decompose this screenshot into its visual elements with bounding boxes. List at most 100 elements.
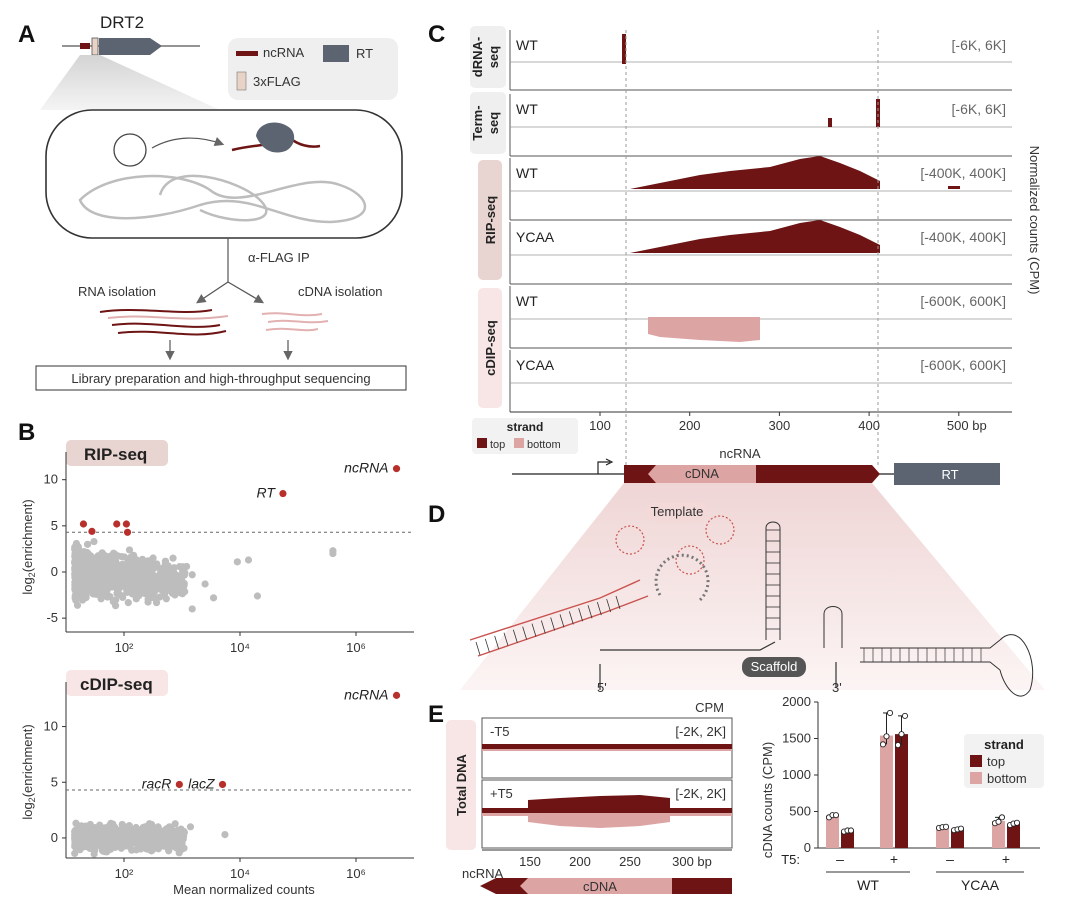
gene-point [149, 843, 158, 851]
panel-a: A DRT2 ncRNA RT 3xFLAG α-FLAG IP RNA iso… [18, 13, 407, 391]
ip-label: α-FLAG IP [248, 250, 310, 265]
zoom-fan-d [460, 483, 1045, 690]
gene-point [233, 558, 241, 566]
template-label-box [646, 502, 708, 522]
legend-box [228, 38, 398, 100]
bar-legend-top-label: top [987, 754, 1005, 769]
rna-isolation-label: RNA isolation [78, 284, 156, 299]
gene-point [126, 578, 134, 586]
rna-strands [99, 309, 229, 336]
bar-bottom-strand [880, 735, 893, 848]
gene-point [168, 566, 176, 574]
gene-point [72, 574, 81, 582]
strand-top-label: top [490, 439, 505, 451]
e-map-ncrna-label: ncRNA [462, 866, 504, 881]
tracks-x-tick-label: 100 [589, 418, 611, 433]
enriched-gene-point [79, 520, 88, 528]
gene-point [186, 823, 195, 831]
replicate-point [901, 712, 909, 719]
replicate-point [995, 818, 1002, 825]
gene-point [221, 831, 229, 839]
bar-y-tick-label: 0 [804, 840, 811, 855]
gene-point [162, 574, 170, 583]
rip-ycaa-profile [630, 220, 880, 253]
e-tick-300: 300 bp [672, 854, 712, 869]
bar-legend-bottom-swatch [970, 772, 982, 784]
replicate-point [883, 733, 890, 740]
gene-point [165, 847, 173, 855]
replicate-point [957, 825, 965, 832]
gene-point [150, 588, 158, 596]
gene-point [132, 595, 140, 603]
cdna-map-block [648, 465, 756, 483]
e-track-plus-range: [-2K, 2K] [675, 786, 726, 801]
panel-label-d: D [428, 501, 445, 528]
bar-ylabel: cDNA counts (CPM) [760, 742, 775, 858]
gene-point [253, 592, 262, 600]
promoter-arrow-head [605, 458, 614, 466]
legend-ncrna-swatch [236, 51, 258, 56]
base-pair [606, 598, 612, 613]
rip-seq-title-box [66, 440, 168, 466]
y-tick-label: 10 [44, 472, 58, 487]
assay-box-term [470, 92, 506, 154]
x-tick-label: 10⁴ [230, 866, 250, 881]
scaffold-hairpin-1 [765, 521, 781, 640]
scaffold-arm-top [860, 639, 1001, 649]
gene-point [171, 591, 179, 599]
x-tick-label: 10² [115, 640, 134, 655]
y-tick-label: 0 [51, 830, 58, 845]
bar-legend-box [964, 734, 1044, 788]
genome-tracks: WT [-6K, 6K] WT [-6K, 6K] WT [-400K, 400K] YCA… [509, 30, 1012, 466]
replicate-point [942, 823, 950, 830]
strand-legend-box [472, 418, 578, 454]
track-sample-label: WT [516, 293, 538, 309]
cdip-seq-scatter: cDIP-seq log2(enrichment) Mean normalize… [20, 670, 414, 897]
base-pair [475, 641, 481, 656]
rip-seq-scatter: RIP-seq log2(enrichment) 10 5 0 -5 10² 10⁴ 10⁶… [20, 440, 414, 655]
rip-wt-profile [630, 156, 880, 189]
panel-b: B RIP-seq log2(enrichment) 10 5 0 -5 10² 10⁴ 1… [18, 419, 414, 897]
gene-point [188, 605, 196, 613]
template-arc [654, 553, 710, 602]
e-track-plus-label: +T5 [490, 786, 513, 801]
base-pair [559, 614, 565, 628]
gene-point [137, 578, 145, 586]
gene-point [76, 555, 84, 563]
cdip-seq-xlabel: Mean normalized counts [173, 882, 315, 897]
bar-y-tick-label: 1000 [782, 767, 811, 782]
cdip-wt-profile [648, 317, 760, 342]
gene-point [144, 598, 152, 606]
gene-point [125, 546, 134, 554]
gene-point [174, 826, 182, 834]
x-tick-label: 10² [115, 866, 134, 881]
gene-point [134, 564, 142, 572]
gene-point [71, 543, 79, 551]
term-peak [876, 99, 880, 127]
base-pair [550, 617, 556, 631]
gene-point [144, 828, 152, 837]
gene-point [159, 840, 167, 848]
legend-ncrna-label: ncRNA [263, 45, 305, 60]
template-loop-1 [615, 525, 645, 555]
gene-point [83, 540, 92, 548]
term-peak-minor [828, 118, 832, 127]
base-pair [503, 632, 509, 646]
e-plus-top-signal [482, 795, 732, 813]
ncrna-secondary-structure [469, 515, 1034, 697]
gene-point [95, 586, 103, 594]
gene-point [128, 590, 136, 598]
enriched-gene-label: lacZ [188, 775, 215, 791]
assay-box-rip [478, 160, 502, 280]
gene-flag-segment [91, 37, 99, 56]
gene-point [244, 556, 253, 564]
gene-point [164, 835, 172, 843]
gene-point [101, 573, 110, 581]
bar-y-tick-label: 500 [789, 804, 811, 819]
gene-point [103, 593, 112, 601]
gene-point [86, 844, 94, 853]
gene-point [140, 585, 149, 593]
e-map-cdna-block [520, 878, 672, 894]
scaffold-label-box [742, 657, 806, 677]
